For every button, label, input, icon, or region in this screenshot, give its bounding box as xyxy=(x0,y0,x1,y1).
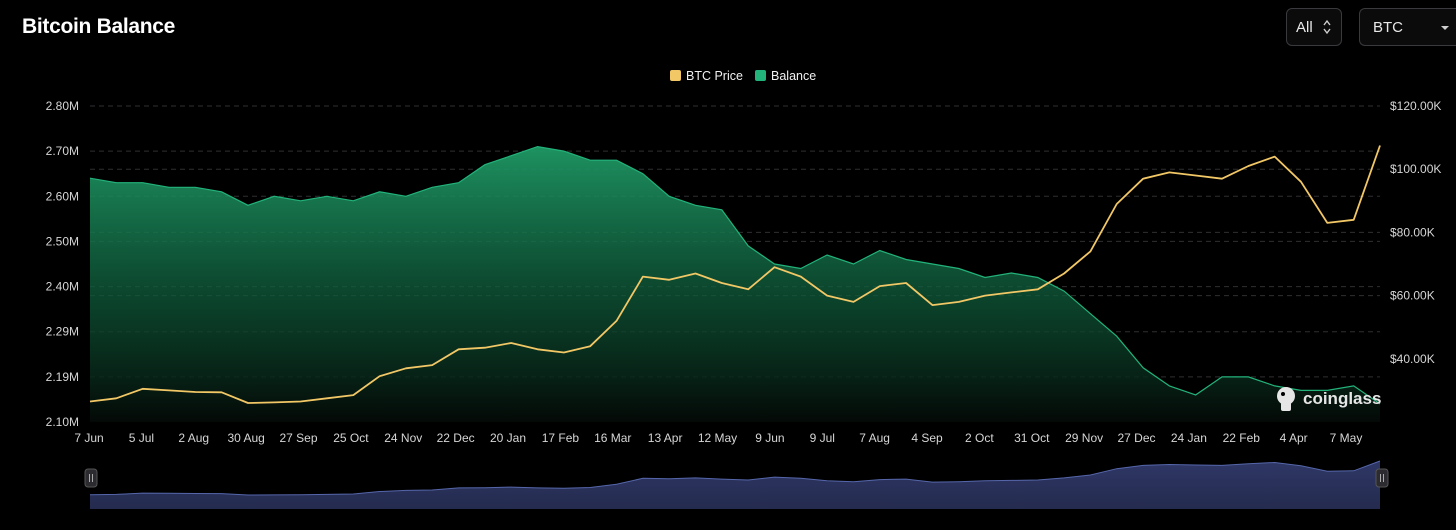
y-left-tick-2-19m: 2.19M xyxy=(46,370,79,384)
y-right-tick--40-00k: $40.00K xyxy=(1390,352,1435,366)
legend-item-balance[interactable]: Balance xyxy=(755,69,816,83)
balance-area xyxy=(90,146,1380,422)
y-left-tick-2-80m: 2.80M xyxy=(46,99,79,113)
y-left-tick-2-70m: 2.70M xyxy=(46,144,79,158)
y-right-tick--60-00k: $60.00K xyxy=(1390,289,1435,303)
x-tick-24-nov: 24 Nov xyxy=(384,431,422,445)
coin-select-value: BTC xyxy=(1373,18,1403,36)
y-right-tick--80-00k: $80.00K xyxy=(1390,225,1435,239)
y-left-tick-2-40m: 2.40M xyxy=(46,280,79,294)
y-left-tick-2-10m: 2.10M xyxy=(46,415,79,429)
left-axis-ticks: 2.10M 2.19M 2.29M 2.40M 2.50M 2.60M 2.70M 2.80M xyxy=(46,99,79,429)
y-left-tick-2-50m: 2.50M xyxy=(46,234,79,248)
x-tick-31-oct: 31 Oct xyxy=(1014,431,1050,445)
grid-lines xyxy=(90,105,1380,378)
x-tick-30-aug: 30 Aug xyxy=(227,431,264,445)
x-tick-4-apr: 4 Apr xyxy=(1280,431,1308,445)
x-tick-20-jan: 20 Jan xyxy=(490,431,526,445)
x-tick-27-dec: 27 Dec xyxy=(1117,431,1155,445)
range-select-value: All xyxy=(1296,18,1313,36)
balance-series xyxy=(89,145,1381,422)
coin-select[interactable]: BTC xyxy=(1359,8,1456,46)
x-tick-22-dec: 22 Dec xyxy=(437,431,475,445)
y-right-tick--100-00k: $100.00K xyxy=(1390,162,1441,176)
navigator-area xyxy=(90,461,1380,509)
navigator-line xyxy=(89,460,1381,496)
y-left-tick-2-29m: 2.29M xyxy=(46,325,79,339)
legend-item-btc-price[interactable]: BTC Price xyxy=(670,69,743,83)
legend-label-balance: Balance xyxy=(771,69,816,83)
x-tick-7-may: 7 May xyxy=(1330,431,1363,445)
watermark: coinglass xyxy=(1277,387,1381,411)
x-tick-9-jul: 9 Jul xyxy=(810,431,835,445)
navigator-handle-right[interactable] xyxy=(1375,468,1389,488)
x-tick-24-jan: 24 Jan xyxy=(1171,431,1207,445)
x-tick-2-aug: 2 Aug xyxy=(178,431,209,445)
x-axis-ticks: 7 Jun 5 Jul 2 Aug 30 Aug 27 Sep 25 Oct 24 Nov 2… xyxy=(74,431,1362,445)
chart-legend[interactable]: BTC Price Balance xyxy=(670,69,816,83)
legend-swatch-btc-price xyxy=(670,70,681,81)
x-tick-12-may: 12 May xyxy=(698,431,737,445)
x-tick-29-nov: 29 Nov xyxy=(1065,431,1103,445)
range-navigator[interactable] xyxy=(84,447,1389,509)
x-tick-7-aug: 7 Aug xyxy=(859,431,890,445)
legend-swatch-balance xyxy=(755,70,766,81)
btc-price-line xyxy=(89,145,1381,404)
x-tick-17-feb: 17 Feb xyxy=(542,431,580,445)
watermark-text: coinglass xyxy=(1303,389,1381,408)
right-axis-ticks: $40.00K $60.00K $80.00K $100.00K $120.00K xyxy=(1390,99,1441,366)
x-tick-25-oct: 25 Oct xyxy=(333,431,369,445)
x-tick-5-jul: 5 Jul xyxy=(129,431,154,445)
navigator-handle-left[interactable] xyxy=(84,468,98,488)
x-tick-4-sep: 4 Sep xyxy=(911,431,943,445)
btc-price-series xyxy=(89,145,1381,404)
page-title: Bitcoin Balance xyxy=(22,15,176,38)
x-tick-16-mar: 16 Mar xyxy=(594,431,631,445)
legend-label-btc-price: BTC Price xyxy=(686,69,743,83)
range-select[interactable]: All xyxy=(1286,8,1342,46)
coinglass-logo-icon xyxy=(1277,387,1295,411)
x-tick-27-sep: 27 Sep xyxy=(279,431,317,445)
caret-down-icon xyxy=(1441,26,1449,30)
y-left-tick-2-60m: 2.60M xyxy=(46,189,79,203)
x-tick-7-jun: 7 Jun xyxy=(74,431,103,445)
x-tick-2-oct: 2 Oct xyxy=(965,431,994,445)
x-tick-9-jun: 9 Jun xyxy=(755,431,784,445)
balance-line xyxy=(89,145,1381,405)
y-right-tick--120-00k: $120.00K xyxy=(1390,99,1441,113)
up-down-chevron-icon xyxy=(1323,19,1331,35)
x-tick-13-apr: 13 Apr xyxy=(648,431,683,445)
x-tick-22-feb: 22 Feb xyxy=(1223,431,1261,445)
